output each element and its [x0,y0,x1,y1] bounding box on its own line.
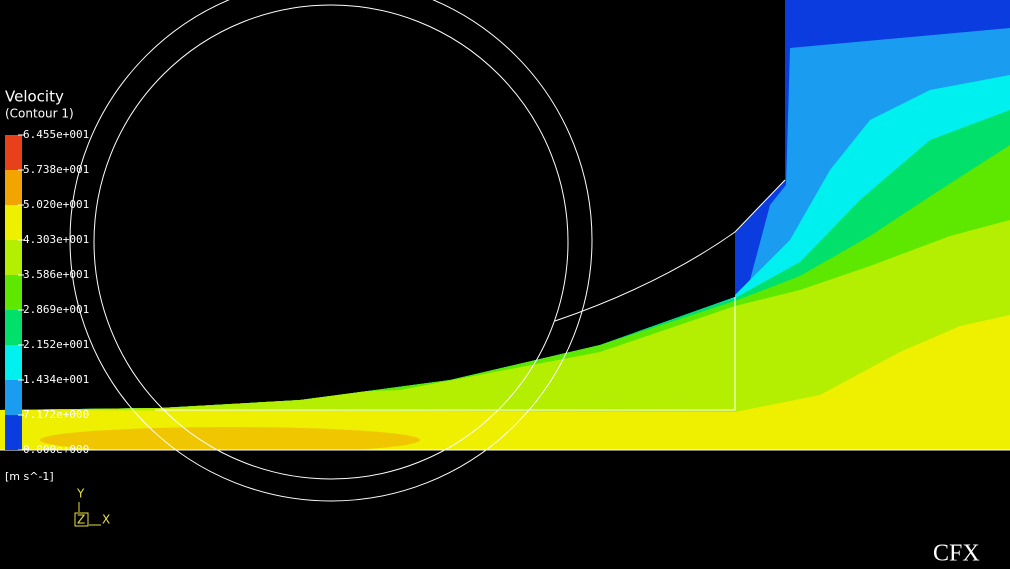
colorbar-swatch [5,380,22,415]
colorbar-label: 5.738e+001 [23,163,89,176]
wire-circle [93,4,569,480]
colorbar-label: 1.434e+001 [23,373,89,386]
contour-band [40,427,420,450]
colorbar-label: 2.869e+001 [23,303,89,316]
colorbar-swatch [5,345,22,380]
colorbar-swatch [5,205,22,240]
legend-subtitle: (Contour 1) [5,107,74,121]
colorbar-label: 0.000e+000 [23,443,89,456]
axis-label: X [102,513,110,527]
contour-band [0,220,1010,450]
colorbar-swatch [5,415,22,450]
legend-units: [m s^-1] [5,470,54,483]
logo: CFX [933,541,980,567]
wire-circle [69,0,593,502]
axis-box [74,512,89,527]
axis-triad: Y Z X [74,487,110,527]
colorbar-swatch [5,135,22,170]
colorbar-swatch [5,275,22,310]
contour-band [0,315,1010,450]
wire-wall [554,179,786,322]
axis-label: Y [76,487,85,501]
colorbar-label: 5.020e+001 [23,198,89,211]
colorbar-swatch [5,310,22,345]
legend-title: Velocity [5,88,64,106]
colorbar-swatch [5,170,22,205]
colorbar-label: 4.303e+001 [23,233,89,246]
axis-label: Z [77,513,85,527]
colorbar-label: 3.586e+001 [23,268,89,281]
colorbar-label: 7.172e+000 [23,408,89,421]
colorbar-label: 6.455e+001 [23,128,89,141]
colorbar-label: 2.152e+001 [23,338,89,351]
colorbar: 6.455e+001 5.738e+001 5.020e+001 4.303e+001… [5,128,89,456]
geometry-wireframe [0,0,1010,502]
colorbar-swatch [5,240,22,275]
wire-wall [155,297,736,411]
